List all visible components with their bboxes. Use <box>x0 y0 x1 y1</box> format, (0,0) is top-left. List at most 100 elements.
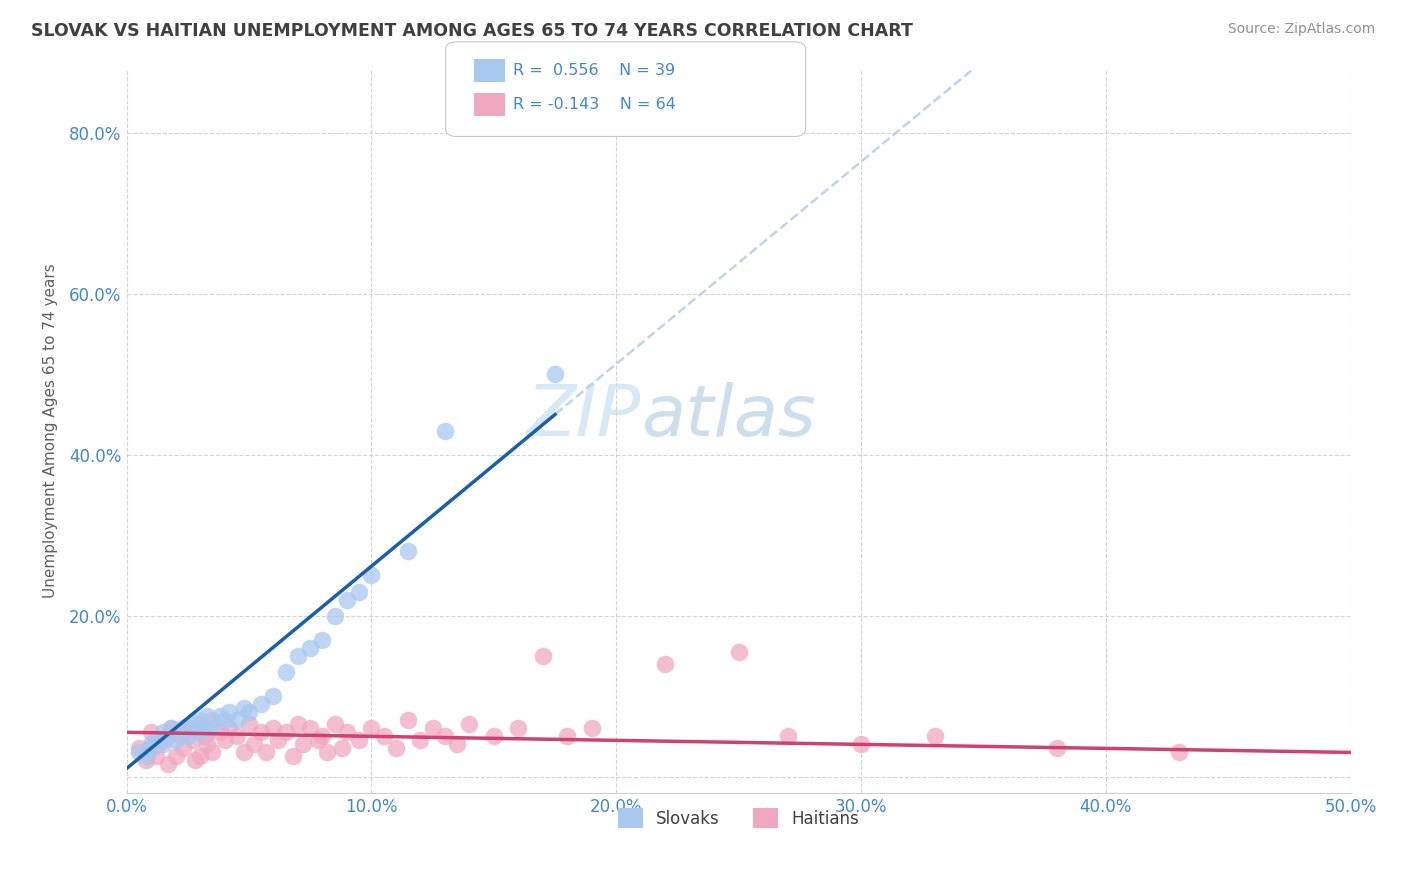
Point <box>214 713 236 727</box>
Point <box>281 749 304 764</box>
Point <box>218 721 240 735</box>
Point <box>347 733 370 747</box>
Point <box>135 749 157 764</box>
Point <box>145 749 167 764</box>
Point <box>188 749 211 764</box>
Point <box>1046 741 1069 756</box>
Text: R = -0.143    N = 64: R = -0.143 N = 64 <box>513 97 676 112</box>
Point <box>152 725 174 739</box>
Text: R =  0.556    N = 39: R = 0.556 N = 39 <box>513 63 675 78</box>
Point <box>218 705 240 719</box>
Point <box>336 725 359 739</box>
Point <box>184 717 207 731</box>
Point <box>139 741 162 756</box>
Point <box>924 729 946 743</box>
Point <box>323 608 346 623</box>
Point <box>396 544 419 558</box>
Point <box>184 754 207 768</box>
Point <box>347 584 370 599</box>
Point <box>287 648 309 663</box>
Point <box>299 640 322 655</box>
Point <box>508 721 530 735</box>
Point <box>169 725 191 739</box>
Point <box>274 665 297 679</box>
Point <box>555 729 578 743</box>
Point <box>311 632 333 647</box>
Point <box>287 717 309 731</box>
Point <box>157 757 180 772</box>
Point <box>409 733 432 747</box>
Point <box>544 368 567 382</box>
Point <box>458 717 481 731</box>
Text: Source: ZipAtlas.com: Source: ZipAtlas.com <box>1227 22 1375 37</box>
Point <box>188 725 211 739</box>
Point <box>482 729 505 743</box>
Point <box>727 645 749 659</box>
Point <box>316 746 339 760</box>
Point <box>139 725 162 739</box>
Point <box>263 689 285 703</box>
Point <box>396 713 419 727</box>
Point <box>446 738 468 752</box>
Point <box>188 713 211 727</box>
Point <box>225 729 247 743</box>
Point <box>422 721 444 735</box>
Point <box>159 721 181 735</box>
Point <box>654 657 676 671</box>
Point <box>233 746 256 760</box>
Point <box>128 741 150 756</box>
Point <box>135 754 157 768</box>
Point <box>336 592 359 607</box>
Point <box>291 738 314 752</box>
Point <box>152 738 174 752</box>
Text: ZIP: ZIP <box>526 382 641 450</box>
Text: atlas: atlas <box>641 382 815 450</box>
Point <box>531 648 554 663</box>
Point <box>243 738 266 752</box>
Point <box>385 741 408 756</box>
Point <box>165 749 187 764</box>
Legend: Slovaks, Haitians: Slovaks, Haitians <box>612 801 866 835</box>
Point <box>360 721 382 735</box>
Point <box>188 717 211 731</box>
Point <box>208 709 231 723</box>
Point <box>238 717 260 731</box>
Point <box>330 741 353 756</box>
Point <box>254 746 277 760</box>
Point <box>1168 746 1191 760</box>
Point <box>177 729 200 743</box>
Text: SLOVAK VS HAITIAN UNEMPLOYMENT AMONG AGES 65 TO 74 YEARS CORRELATION CHART: SLOVAK VS HAITIAN UNEMPLOYMENT AMONG AGE… <box>31 22 912 40</box>
Point <box>201 746 224 760</box>
Point <box>225 713 247 727</box>
Point <box>177 721 200 735</box>
Point <box>194 721 217 735</box>
Point <box>172 741 194 756</box>
Point <box>433 729 456 743</box>
Point <box>581 721 603 735</box>
Point <box>148 738 170 752</box>
Point <box>214 733 236 747</box>
Point <box>267 733 290 747</box>
Point <box>139 738 162 752</box>
Point <box>849 738 872 752</box>
Point <box>311 729 333 743</box>
Point <box>238 705 260 719</box>
Point <box>263 721 285 735</box>
Point <box>169 729 191 743</box>
Point <box>201 713 224 727</box>
Point <box>201 721 224 735</box>
Point <box>208 725 231 739</box>
Point <box>145 733 167 747</box>
Point <box>159 721 181 735</box>
Point <box>250 697 273 711</box>
Point <box>172 721 194 735</box>
Y-axis label: Unemployment Among Ages 65 to 74 years: Unemployment Among Ages 65 to 74 years <box>44 263 58 598</box>
Point <box>433 424 456 438</box>
Point <box>152 733 174 747</box>
Point <box>373 729 395 743</box>
Point <box>197 709 219 723</box>
Point <box>233 701 256 715</box>
Point <box>776 729 799 743</box>
Point <box>307 733 329 747</box>
Point <box>274 725 297 739</box>
